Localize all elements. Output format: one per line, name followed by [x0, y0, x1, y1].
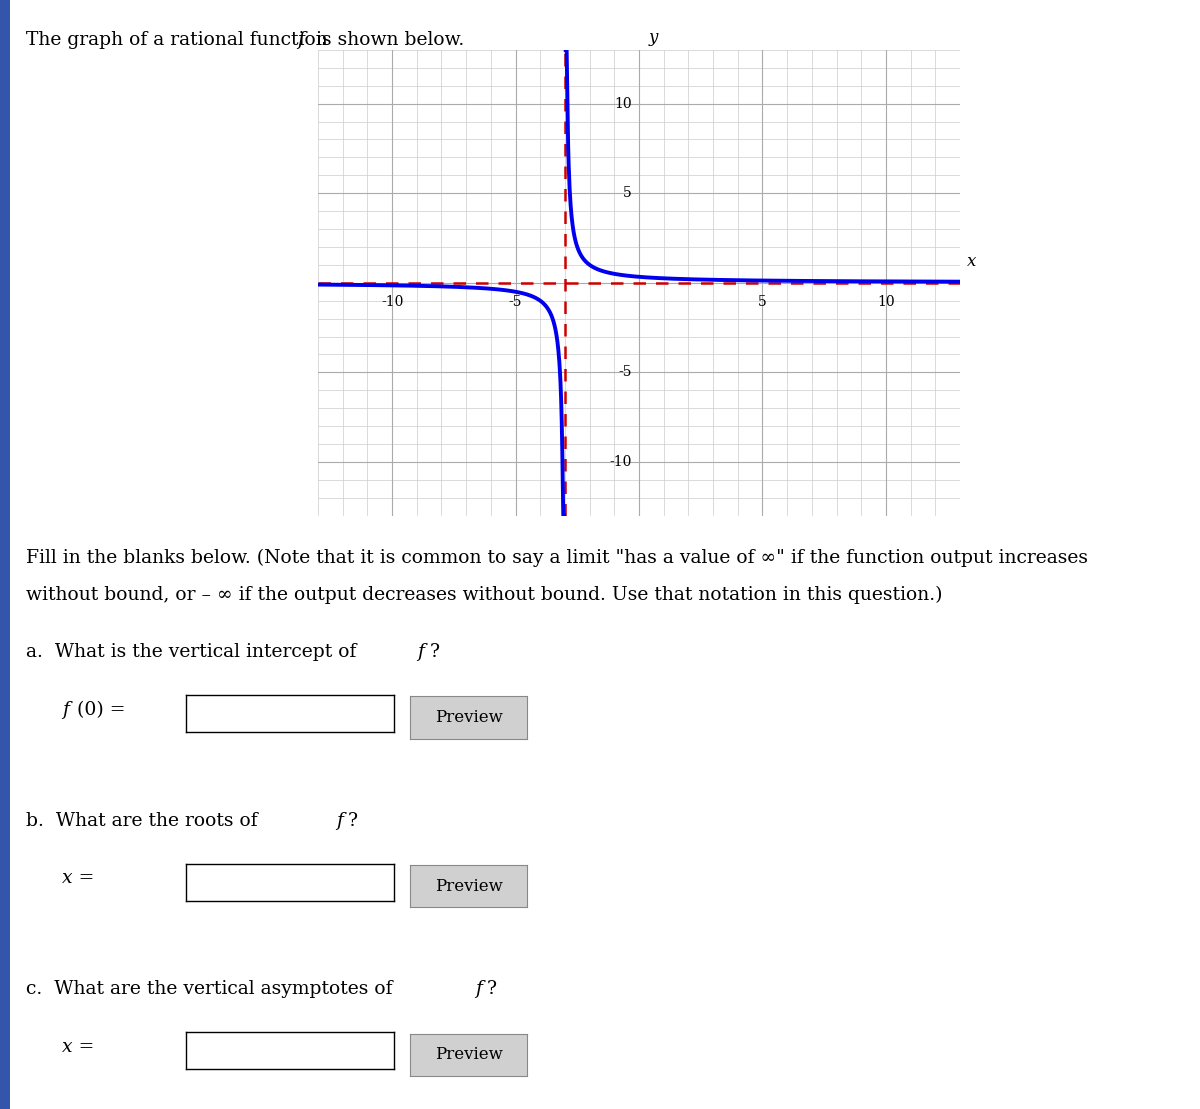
Text: The graph of a rational function: The graph of a rational function: [26, 31, 334, 49]
Text: f: f: [336, 812, 343, 830]
Text: -10: -10: [380, 295, 403, 309]
Text: a.  What is the vertical intercept of: a. What is the vertical intercept of: [26, 643, 362, 661]
Text: y: y: [649, 29, 659, 47]
Text: x =: x =: [62, 1038, 95, 1056]
Text: 10: 10: [877, 295, 895, 309]
Text: x: x: [967, 253, 977, 271]
Text: f: f: [62, 701, 70, 719]
Text: 10: 10: [614, 96, 631, 111]
Text: x =: x =: [62, 869, 95, 887]
Text: b.  What are the roots of: b. What are the roots of: [26, 812, 264, 830]
Text: Preview: Preview: [434, 1046, 503, 1064]
Text: -10: -10: [610, 455, 631, 469]
Text: Fill in the blanks below. (Note that it is common to say a limit "has a value of: Fill in the blanks below. (Note that it …: [26, 549, 1088, 567]
Text: ?: ?: [487, 980, 497, 998]
Text: 5: 5: [758, 295, 767, 309]
Text: f: f: [475, 980, 482, 998]
Text: ?: ?: [348, 812, 358, 830]
Text: 5: 5: [623, 186, 631, 201]
Text: Preview: Preview: [434, 877, 503, 895]
Text: -5: -5: [618, 365, 631, 379]
Text: Preview: Preview: [434, 709, 503, 726]
Text: without bound, or – ∞ if the output decreases without bound. Use that notation i: without bound, or – ∞ if the output decr…: [26, 586, 943, 603]
Text: is shown below.: is shown below.: [310, 31, 464, 49]
Text: f: f: [298, 31, 305, 49]
Text: -5: -5: [509, 295, 522, 309]
Text: f: f: [418, 643, 425, 661]
Text: ?: ?: [430, 643, 439, 661]
Text: c.  What are the vertical asymptotes of: c. What are the vertical asymptotes of: [26, 980, 398, 998]
Text: (0) =: (0) =: [77, 701, 125, 719]
